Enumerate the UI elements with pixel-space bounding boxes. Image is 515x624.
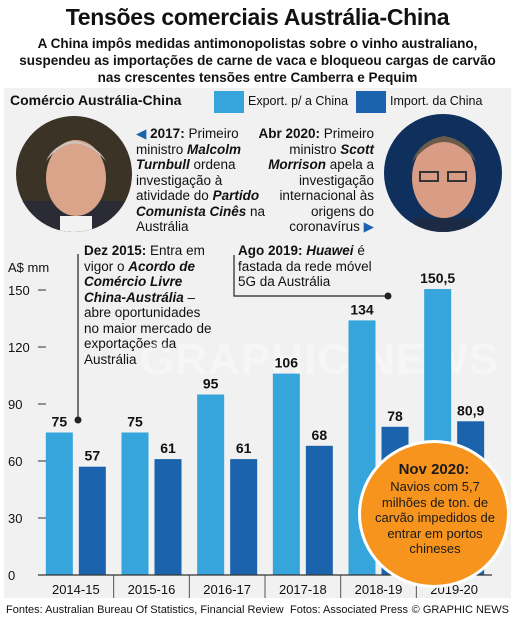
y-tick-label: 90 [8,397,22,412]
leader-line-ago-2019 [233,255,388,297]
data-label-export: 75 [52,414,68,430]
bar-export [121,432,149,575]
legend-label-export: Export. p/ a China [248,94,349,108]
data-label-import: 57 [85,448,101,464]
x-tick-label: 2017-18 [279,582,327,597]
callout-title: Nov 2020: [398,461,470,478]
y-tick-label: 30 [8,511,22,526]
y-tick-label: 150 [8,283,30,298]
y-axis-label: A$ mm [8,260,49,275]
brand-credit: © GRAPHIC NEWS [411,604,509,616]
data-label-import: 61 [236,440,252,456]
data-label-export: 106 [275,355,299,371]
data-label-export: 150,5 [420,270,455,286]
leader-dot-ago-2019 [384,292,392,300]
x-tick-label: 2018-19 [355,582,403,597]
bar-export [197,394,225,575]
data-label-import: 78 [387,408,403,424]
annotation-ago-2019: Ago 2019: Huawei é fastada da rede móvel… [238,243,372,289]
bar-import [78,466,106,575]
nov-2020-callout: Nov 2020: Navios com 5,7 milhões de ton.… [358,440,510,588]
y-tick-label: 60 [8,454,22,469]
bar-import [305,445,333,575]
leader-dot-dez-2015 [74,416,82,424]
legend-swatch-import [356,91,386,113]
legend-swatch-export [214,91,244,113]
bar-export [272,373,300,575]
bar-import [154,459,182,575]
x-tick-label: 2016-17 [203,582,251,597]
annotation-2020: Abr 2020: Primeiro ministro Scott Morris… [258,126,374,234]
bar-export [45,432,73,575]
annotation-2017: ◀ 2017: Primeiro ministro Malcolm Turnbu… [136,126,266,234]
sources-credit: Fontes: Australian Bureau Of Statistics,… [6,604,284,616]
y-tick-label: 120 [8,340,30,355]
data-label-export: 134 [350,301,374,317]
data-label-import: 61 [160,440,176,456]
morrison-photo [384,114,502,232]
x-tick-label: 2015-16 [128,582,176,597]
data-label-import: 68 [312,427,328,443]
legend-label-import: Import. da China [390,94,483,108]
turnbull-photo [16,116,132,232]
data-label-import: 80,9 [457,402,484,418]
section-title: Comércio Austrália-China [10,92,182,108]
annotation-dez-2015: Dez 2015: Entra em vigor o Acordo de Com… [84,243,212,367]
page-subtitle: A China impôs medidas antimonopolistas s… [19,36,496,85]
y-tick-label: 0 [8,568,15,583]
photos-credit: Fotos: Associated Press [290,604,408,616]
x-tick-label: 2014-15 [52,582,100,597]
data-label-export: 95 [203,376,219,392]
data-label-export: 75 [127,414,143,430]
page-title: Tensões comerciais Austrália-China [65,4,450,30]
callout-text: Navios com 5,7 milhões de ton. de carvão… [375,479,495,556]
bar-import [230,459,258,575]
